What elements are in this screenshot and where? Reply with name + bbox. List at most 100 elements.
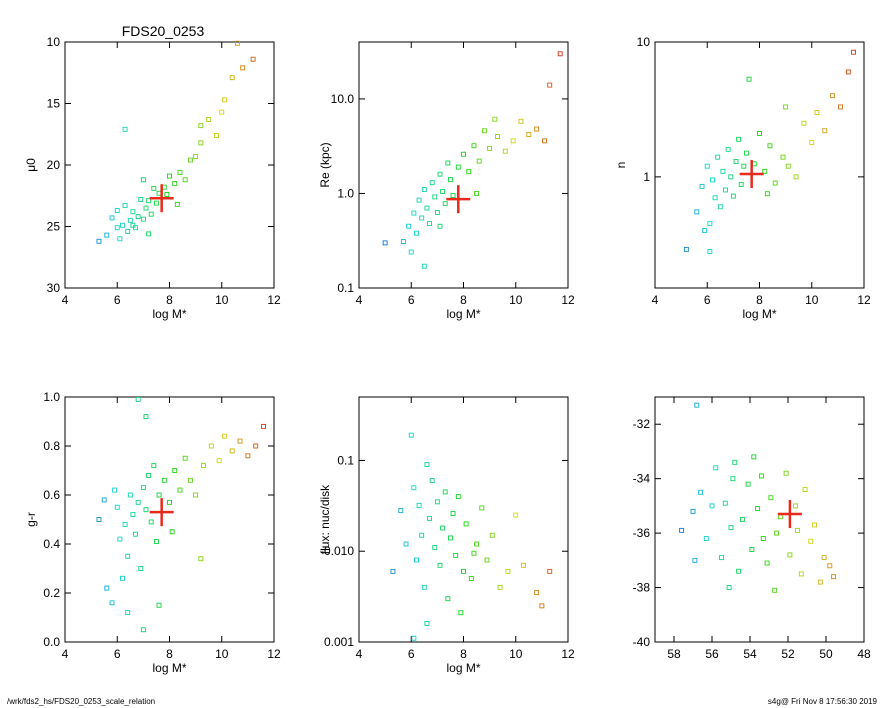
data-point [463, 521, 469, 527]
data-point [461, 568, 466, 574]
data-point [821, 555, 827, 561]
data-point [117, 236, 123, 242]
data-point [208, 443, 214, 449]
data-point [722, 500, 728, 506]
x-axis-label: log M* [446, 307, 480, 321]
data-point [206, 117, 212, 122]
y-tick-label: -36 [633, 526, 651, 540]
x-tick-label: 4 [356, 293, 363, 307]
data-point [221, 97, 227, 103]
data-point [437, 171, 443, 177]
data-point [728, 174, 734, 180]
data-point [513, 512, 519, 518]
data-point [138, 196, 144, 202]
data-point [143, 205, 149, 211]
x-tick-label: 6 [114, 293, 121, 307]
x-tick-label: 8 [166, 293, 173, 307]
data-point [772, 180, 778, 186]
data-point [764, 560, 770, 566]
x-tick-label: 4 [356, 647, 363, 661]
data-point [812, 522, 818, 528]
data-point [172, 468, 178, 473]
x-tick-label: 10 [215, 647, 229, 661]
data-point [707, 221, 713, 227]
data-point [229, 448, 235, 454]
y-tick-label: 25 [47, 220, 61, 234]
data-point [112, 487, 118, 493]
data-point [122, 521, 128, 527]
x-tick-label: 10 [509, 293, 523, 307]
data-point [455, 494, 461, 500]
data-point [720, 168, 726, 174]
y-tick-label: -38 [633, 581, 651, 595]
data-point [432, 194, 438, 200]
data-point [749, 546, 755, 552]
data-point [177, 487, 183, 493]
data-point [169, 529, 175, 535]
data-point [793, 503, 799, 509]
data-point [122, 203, 128, 209]
data-point [424, 621, 430, 626]
data-point [120, 575, 125, 581]
panel-1: 4 6 8 10 12 10 15 20 25 30 log M* μ0 [24, 35, 281, 321]
x-tick-label: 10 [805, 293, 819, 307]
x-tick-label: 12 [267, 293, 281, 307]
data-point [679, 527, 685, 533]
data-point [497, 584, 503, 590]
data-point [414, 557, 419, 563]
data-point [408, 432, 414, 438]
data-point [440, 525, 446, 531]
data-point [738, 181, 744, 187]
data-point [783, 104, 789, 110]
data-point [474, 191, 480, 196]
x-tick-label: 4 [62, 293, 69, 307]
data-point [450, 193, 456, 199]
data-point [130, 512, 136, 518]
x-tick-label: 56 [705, 647, 719, 661]
x-tick-label: 8 [166, 647, 173, 661]
data-point [725, 146, 731, 152]
data-point [476, 158, 482, 164]
y-tick-label: 0.6 [43, 488, 60, 502]
footer-path: /wrk/fds2_hs/FDS20_0253_scale_relation [7, 697, 155, 706]
x-tick-label: 58 [667, 647, 681, 661]
y-tick-label: 0.010 [324, 544, 354, 558]
data-point [146, 472, 152, 478]
data-point [484, 557, 490, 563]
data-point [447, 535, 453, 541]
x-tick-label: 12 [561, 293, 575, 307]
y-tick-label: 0.0 [43, 635, 60, 649]
data-point [127, 492, 133, 498]
x-tick-label: 6 [704, 293, 711, 307]
data-point [130, 222, 136, 228]
data-point [787, 552, 793, 558]
data-point [127, 217, 133, 223]
data-point [845, 69, 851, 75]
data-point [526, 132, 532, 137]
data-point [421, 584, 427, 590]
data-point [698, 489, 704, 495]
data-point [114, 504, 120, 510]
data-point [416, 197, 422, 203]
data-point [450, 511, 456, 517]
data-point [411, 635, 417, 641]
data-point [429, 478, 435, 484]
data-point [736, 568, 742, 574]
data-point [481, 128, 487, 134]
x-tick-label: 8 [756, 293, 763, 307]
data-point [429, 180, 435, 186]
y-tick-label: -34 [633, 472, 651, 486]
data-point [427, 515, 432, 521]
data-point [767, 143, 773, 149]
panel-2: 4 6 8 10 12 0.1 1.0 10.0 log M* Re (kpc) [318, 41, 575, 321]
data-point [510, 138, 516, 144]
y-tick-label: 0.1 [337, 453, 354, 467]
x-tick-label: 6 [408, 647, 415, 661]
data-point [250, 56, 256, 62]
x-tick-label: 48 [857, 647, 871, 661]
data-point [726, 585, 732, 591]
data-point [802, 487, 808, 493]
x-tick-label: 12 [561, 647, 575, 661]
data-point [783, 470, 789, 476]
